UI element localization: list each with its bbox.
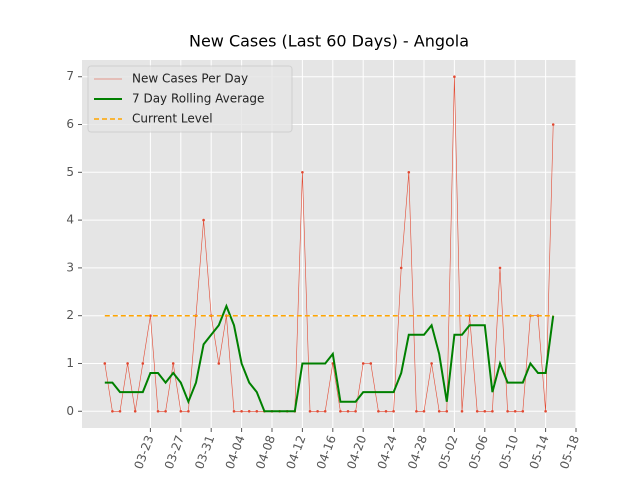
- cases-point: [445, 409, 449, 413]
- cases-point: [521, 409, 525, 413]
- x-tick-label: 04-16: [314, 433, 339, 471]
- y-tick-label: 5: [66, 165, 74, 179]
- x-tick-label: 04-08: [253, 433, 278, 471]
- legend: New Cases Per Day 7 Day Rolling Average Cu…: [87, 65, 293, 133]
- x-tick-label: 04-12: [283, 433, 308, 471]
- cases-point: [506, 409, 509, 413]
- cases-point: [460, 409, 464, 413]
- cases-point: [384, 409, 388, 413]
- cases-point: [118, 409, 122, 413]
- cases-point: [430, 362, 433, 365]
- y-tick-label: 7: [66, 69, 74, 83]
- x-tick-label: 04-24: [375, 433, 400, 471]
- cases-point: [369, 362, 373, 365]
- cases-point: [354, 409, 357, 413]
- cases-point: [111, 409, 114, 413]
- cases-point: [551, 123, 555, 126]
- y-tick-label: 1: [66, 356, 74, 370]
- y-tick-label: 6: [66, 117, 74, 131]
- cases-point: [202, 218, 205, 222]
- y-tick-label: 4: [66, 213, 74, 227]
- cases-point: [164, 409, 167, 413]
- cases-point: [308, 409, 312, 413]
- x-tick-label: 05-18: [557, 433, 582, 471]
- cases-point: [491, 409, 494, 413]
- cases-point: [133, 409, 137, 413]
- x-tick-label: 05-02: [435, 433, 460, 471]
- cases-point: [407, 171, 411, 174]
- cases-point: [232, 409, 236, 413]
- legend-label: Current Level: [132, 112, 213, 126]
- x-tick-label: 05-14: [527, 433, 552, 471]
- cases-point: [415, 409, 418, 413]
- x-tick-label: 04-20: [344, 433, 369, 471]
- cases-point: [323, 409, 327, 413]
- cases-point: [422, 409, 426, 413]
- legend-label: New Cases Per Day: [132, 72, 248, 86]
- cases-point: [377, 409, 380, 413]
- cases-point: [171, 362, 175, 365]
- cases-point: [217, 362, 221, 365]
- y-tick-label: 3: [66, 260, 74, 274]
- cases-point: [339, 409, 342, 413]
- cases-point: [346, 409, 350, 413]
- cases-point: [316, 409, 319, 413]
- legend-label: 7 Day Rolling Average: [132, 92, 264, 106]
- cases-point: [544, 409, 547, 413]
- cases-point: [453, 75, 456, 79]
- cases-point: [126, 362, 129, 365]
- x-tick-label: 05-06: [466, 433, 491, 471]
- cases-point: [247, 409, 251, 413]
- x-tick-label: 04-28: [405, 433, 430, 471]
- y-tick-label: 0: [66, 404, 74, 418]
- x-tick-label: 04-04: [223, 433, 248, 471]
- cases-point: [255, 409, 259, 413]
- marks: [103, 75, 555, 413]
- cases-point: [240, 409, 243, 413]
- x-tick-label: 03-23: [131, 433, 156, 471]
- x-tick-label: 03-27: [162, 433, 187, 471]
- cases-point: [156, 409, 160, 413]
- x-tick-label: 03-31: [192, 433, 217, 471]
- cases-point: [187, 409, 190, 413]
- chart-title: New Cases (Last 60 Days) - Angola: [189, 32, 469, 51]
- cases-point: [475, 409, 479, 413]
- cases-point: [392, 409, 395, 413]
- x-tick-label: 05-10: [496, 433, 521, 471]
- y-tick-label: 2: [66, 308, 74, 322]
- cases-point: [483, 409, 487, 413]
- cases-point: [513, 409, 517, 413]
- cases-point: [437, 409, 441, 413]
- cases-point: [141, 362, 145, 365]
- cases-point: [301, 171, 304, 174]
- cases-point: [399, 266, 403, 270]
- cases-point: [498, 266, 502, 270]
- cases-point: [361, 362, 365, 365]
- cases-point: [103, 362, 107, 365]
- rolling-average-line: [104, 303, 555, 413]
- cases-point: [179, 409, 183, 413]
- legend-box: [87, 65, 293, 133]
